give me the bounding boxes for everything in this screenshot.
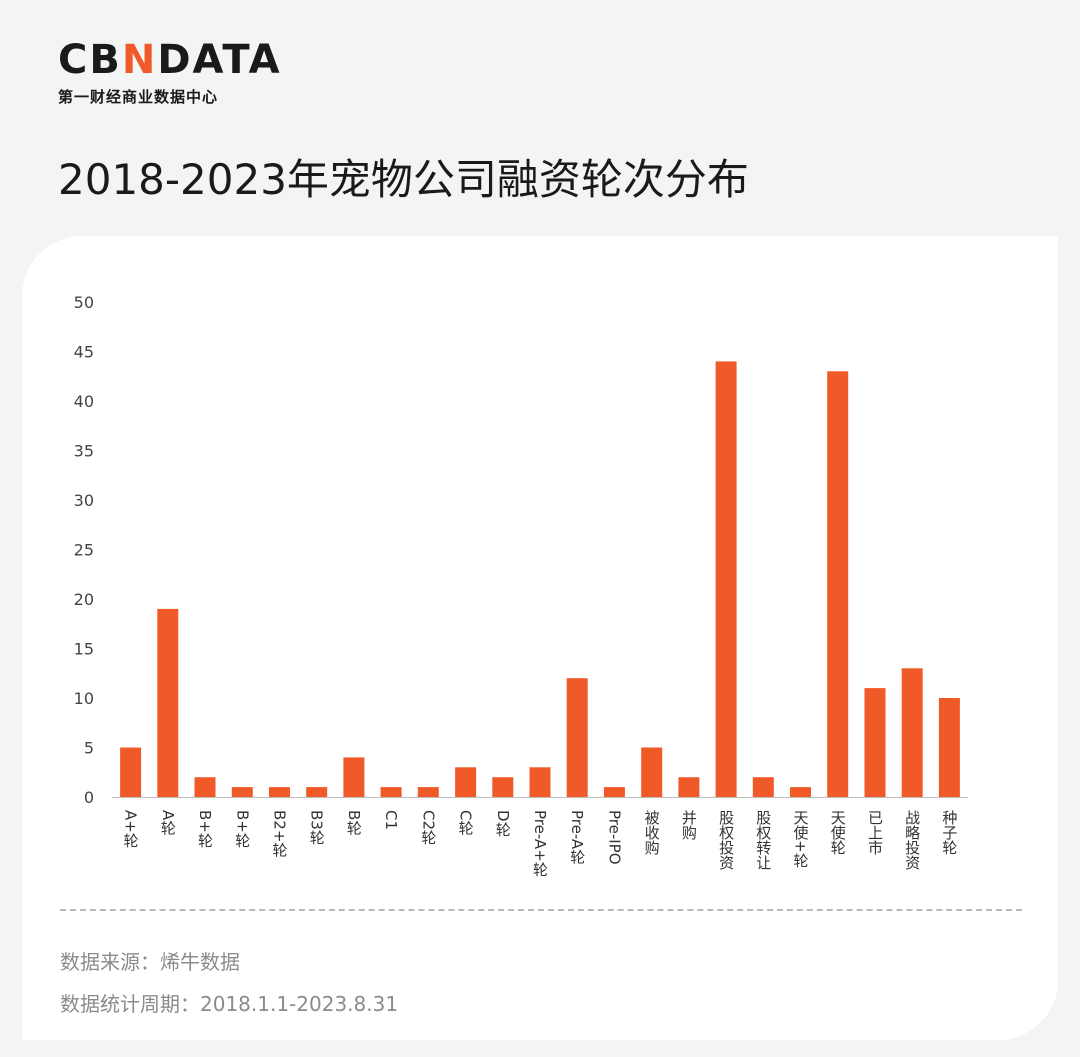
bar: [864, 688, 886, 797]
bar: [901, 668, 923, 797]
bar: [603, 787, 625, 797]
y-tick-label: 10: [74, 689, 94, 708]
x-tick-label: C1: [382, 810, 400, 830]
y-tick-label: 0: [84, 788, 94, 807]
data-source: 数据来源：烯牛数据: [60, 950, 240, 974]
bar: [455, 767, 477, 797]
chart-card: [22, 236, 1058, 1040]
x-tick-label: 并购: [680, 810, 698, 841]
x-tick-label: 股权转让: [754, 810, 772, 870]
x-tick-label: Pre-A轮: [568, 810, 586, 864]
y-tick-label: 35: [74, 442, 94, 461]
y-axis: 0 5 10 15 20 25 30 35 40 45 50: [74, 293, 94, 807]
x-tick-label: A轮: [159, 810, 177, 835]
bar: [157, 608, 179, 797]
x-tick-label: B+轮: [233, 810, 251, 848]
footer-divider: [60, 909, 1022, 911]
x-tick-label: 被收购: [643, 810, 661, 856]
bar: [827, 371, 849, 797]
x-tick-label: 天使轮: [829, 810, 847, 855]
bar: [641, 747, 663, 797]
bar: [269, 787, 290, 797]
x-tick-label: 已上市: [866, 810, 884, 855]
x-axis: A+轮 A轮 B+轮 B+轮 B2+轮 B3轮 B轮 C1 C2轮 C轮 D轮 Pre-A+轮 Pre-…: [112, 797, 968, 877]
x-tick-label: C2轮: [419, 810, 437, 845]
brand-logo: CB N DATA 第一财经商业数据中心: [58, 40, 282, 107]
y-tick-label: 45: [74, 343, 94, 362]
logo-wordmark: CB N DATA: [58, 40, 282, 80]
x-tick-label: B+轮: [196, 810, 214, 848]
logo-accent-letter: N: [121, 37, 158, 83]
data-period: 数据统计周期：2018.1.1-2023.8.31: [60, 992, 399, 1016]
bar: [566, 678, 588, 797]
y-tick-label: 20: [74, 590, 94, 609]
page-title: 2018-2023年宠物公司融资轮次分布: [58, 155, 749, 204]
x-tick-label: 种子轮: [940, 810, 958, 855]
x-tick-label: B轮: [345, 810, 363, 835]
x-tick-label: Pre-IPO: [605, 810, 623, 865]
bar: [715, 361, 737, 797]
bar: [120, 747, 142, 797]
bar: [380, 787, 402, 797]
x-tick-label: 天使+轮: [792, 810, 810, 868]
bar: [343, 757, 365, 797]
x-tick-label: D轮: [494, 810, 512, 837]
y-tick-label: 50: [74, 293, 94, 312]
bar: [417, 787, 439, 797]
y-tick-label: 25: [74, 541, 94, 560]
x-tick-label: B3轮: [308, 810, 326, 845]
bar: [529, 767, 551, 797]
bar: [938, 698, 960, 797]
bar: [194, 777, 216, 797]
logo-text-after: DATA: [157, 37, 282, 83]
bar: [306, 787, 328, 797]
x-tick-label: C轮: [457, 810, 475, 836]
y-tick-label: 15: [74, 640, 94, 659]
x-tick-label: Pre-A+轮: [531, 810, 549, 877]
logo-tagline: 第一财经商业数据中心: [58, 88, 219, 106]
bar: [231, 787, 253, 797]
bar: [678, 777, 700, 797]
y-tick-label: 5: [84, 739, 94, 758]
x-tick-label: 股权投资: [717, 810, 735, 870]
logo-text-before: CB: [58, 37, 122, 83]
bar: [752, 777, 774, 797]
y-tick-label: 40: [74, 392, 94, 411]
bar: [790, 787, 811, 797]
bar: [492, 777, 514, 797]
x-tick-label: 战略投资: [903, 810, 921, 870]
x-tick-label: B2+轮: [270, 810, 288, 858]
y-tick-label: 30: [74, 491, 94, 510]
bar-series: [120, 361, 960, 797]
x-tick-label: A+轮: [122, 810, 140, 848]
